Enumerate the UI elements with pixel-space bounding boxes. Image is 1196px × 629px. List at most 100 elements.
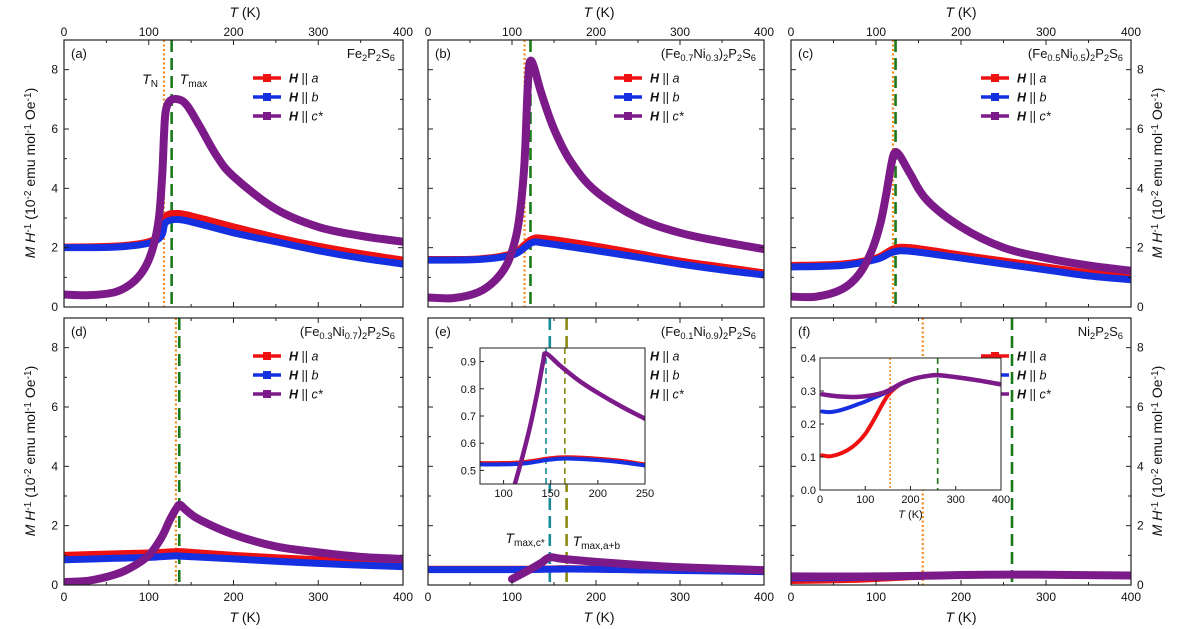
legend-label-a: H || a — [650, 350, 679, 364]
panel-label: (c) — [798, 46, 813, 61]
legend-marker — [991, 112, 999, 120]
inset-x-tick-label: 100 — [856, 494, 874, 506]
panel-a: 0 100 200 300 400 0 2 4 6 8 (a) Fe2P2S6 H || a H || b… — [51, 25, 413, 314]
x-tick-label: 100 — [139, 590, 159, 604]
x-tick-label: 200 — [951, 590, 971, 604]
panel-label: (b) — [435, 46, 451, 61]
y-tick-label: 6 — [1137, 122, 1144, 136]
legend-marker — [263, 93, 271, 101]
inset-line-b — [480, 456, 645, 468]
x-tick-label: 300 — [670, 25, 690, 39]
series-group — [428, 553, 764, 584]
legend-label-b: H || b — [1017, 369, 1046, 383]
tmax-annotation: Tmax — [180, 71, 208, 90]
ylabel-right: M H-1 (10-2 emu mol-1 Oe-1) — [1149, 88, 1165, 259]
series-line-a — [64, 547, 403, 567]
y-tick-label: 8 — [1137, 341, 1144, 355]
legend-label-c: H || c* — [650, 388, 685, 402]
y-tick-label: 0 — [51, 300, 58, 314]
compound-label: (Fe0.3Ni0.7)2P2S6 — [300, 324, 395, 341]
compound-label: (Fe0.7Ni0.3)2P2S6 — [661, 46, 756, 63]
legend-marker — [624, 112, 632, 120]
panel-d: 0 100 200 300 400 0 2 4 6 8 (d) (Fe0.3Ni0.7)2P2S6 H … — [51, 317, 413, 604]
y-tick-label: 4 — [1137, 181, 1144, 195]
x-tick-label: 100 — [866, 590, 886, 604]
series-line-b — [64, 552, 403, 571]
x-tick-label: 0 — [788, 590, 795, 604]
inset-series — [480, 351, 645, 484]
x-tick-label: 300 — [670, 590, 690, 604]
compound-label: (Fe0.5Ni0.5)2P2S6 — [1028, 46, 1123, 63]
legend-marker — [263, 112, 271, 120]
panel-label: (d) — [71, 324, 87, 339]
legend-marker — [991, 352, 999, 360]
inset-series — [820, 372, 1001, 459]
top-xlabel: T (K) — [583, 4, 614, 20]
panel-label: (f) — [798, 324, 810, 339]
y-tick-label: 6 — [1137, 400, 1144, 414]
panel-label: (e) — [435, 324, 451, 339]
inset-x-tick-label: 100 — [494, 488, 512, 500]
bottom-xlabel-left: T (K) — [229, 609, 260, 625]
y-tick-label: 0 — [1137, 578, 1144, 592]
x-tick-label: 200 — [223, 25, 243, 39]
x-tick-label: 400 — [393, 590, 413, 604]
series-line-c — [508, 553, 764, 584]
x-tick-label: 100 — [139, 25, 159, 39]
inset-y-tick-label: 0.7 — [461, 411, 476, 423]
legend-marker — [263, 352, 271, 360]
inset-y-tick-label: 0.1 — [801, 452, 816, 464]
series-line-b — [791, 247, 1131, 284]
tmax-c-annotation: Tmax,c* — [505, 530, 544, 549]
series-line-c — [791, 570, 1131, 581]
inset-line-c — [820, 372, 1001, 400]
bottom-xlabel: T (K) — [583, 609, 614, 625]
inset-y-tick-label: 0.0 — [801, 485, 816, 497]
x-tick-label: 400 — [393, 25, 413, 39]
compound-label: Ni2P2S6 — [1078, 324, 1123, 341]
legend-label-a: H || a — [289, 350, 318, 364]
compound-label: (Fe0.1Ni0.9)2P2S6 — [661, 324, 756, 341]
legend-marker — [624, 74, 632, 82]
tn-annotation: TN — [142, 71, 158, 90]
y-tick-label: 0 — [51, 578, 58, 592]
x-tick-label: 0 — [788, 25, 795, 39]
x-tick-label: 300 — [308, 590, 328, 604]
top-xlabel-left: T (K) — [229, 4, 260, 20]
x-tick-label: 200 — [951, 25, 971, 39]
x-tick-label: 300 — [308, 25, 328, 39]
inset-x-tick-label: 150 — [542, 488, 560, 500]
legend-label-c: H || c* — [289, 388, 324, 402]
legend-label-a: H || a — [650, 72, 679, 86]
inset-x-tick-label: 200 — [901, 494, 919, 506]
series-line-b — [64, 215, 403, 268]
legend-label-b: H || b — [650, 369, 679, 383]
y-tick-label: 4 — [51, 181, 58, 195]
y-tick-label: 2 — [1137, 519, 1144, 533]
inset-line-c — [512, 351, 645, 484]
y-tick-label: 8 — [51, 341, 58, 355]
inset-y-tick-label: 0.8 — [461, 384, 476, 396]
inset-xlabel: T (K) — [898, 509, 922, 521]
series-line-c — [428, 56, 764, 303]
x-tick-label: 0 — [61, 590, 68, 604]
series-line-c — [791, 148, 1131, 302]
y-tick-label: 4 — [1137, 459, 1144, 473]
x-tick-label: 400 — [754, 25, 774, 39]
x-tick-label: 400 — [1121, 590, 1141, 604]
legend-label-c: H || c* — [650, 110, 685, 124]
x-tick-label: 100 — [502, 590, 522, 604]
y-tick-label: 6 — [51, 400, 58, 414]
inset-y-tick-label: 0.6 — [461, 438, 476, 450]
y-tick-label: 4 — [51, 459, 58, 473]
legend-marker — [263, 74, 271, 82]
inset-y-tick-label: 0.5 — [461, 465, 476, 477]
y-tick-label: 2 — [51, 241, 58, 255]
inset-y-tick-label: 0.2 — [801, 419, 816, 431]
series-group — [791, 570, 1131, 585]
inset-x-tick-label: 300 — [947, 494, 965, 506]
series-group — [791, 148, 1131, 302]
x-tick-label: 400 — [754, 590, 774, 604]
